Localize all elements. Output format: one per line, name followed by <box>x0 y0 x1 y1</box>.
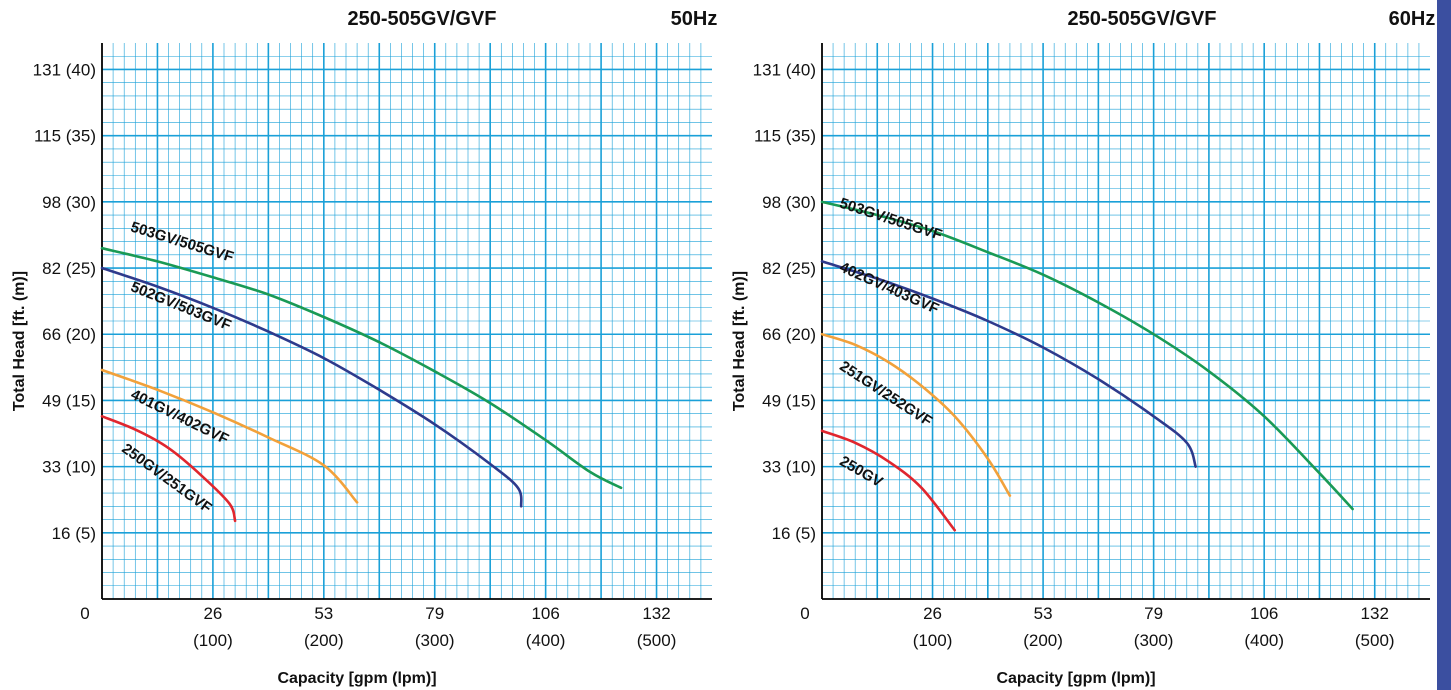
x-tick-sublabel: (100) <box>913 631 953 650</box>
x-axis-label: Capacity [gpm (lpm)] <box>996 670 1155 687</box>
x-tick-label: 53 <box>314 604 333 623</box>
series-label-250gv-251gvf: 250GV/251GVF <box>119 440 215 516</box>
y-tick-label: 33 (10) <box>762 458 816 477</box>
x-tick-label: 26 <box>923 604 942 623</box>
series-line-250gv-251gvf <box>100 415 237 523</box>
x-tick-label: 79 <box>1144 604 1163 623</box>
y-tick-label: 16 (5) <box>772 524 816 543</box>
chart-title: 250-505GV/GVF <box>348 8 497 30</box>
y-tick-label: 66 (20) <box>42 325 96 344</box>
series-line-402gv-403gvf <box>820 260 1197 468</box>
series-line-503gv-505gvf <box>820 200 1354 511</box>
series-line-502gv-503gvf <box>100 266 523 508</box>
y-tick-label: 82 (25) <box>762 259 816 278</box>
y-axis-label: Total Head [ft. (m)] <box>11 271 28 411</box>
x-tick-sublabel: (300) <box>1134 631 1174 650</box>
x-tick-sublabel: (400) <box>1244 631 1284 650</box>
x-tick-label: 53 <box>1034 604 1053 623</box>
x-tick-sublabel: (500) <box>637 631 677 650</box>
x-tick-sublabel: (100) <box>193 631 233 650</box>
x-axis-label: Capacity [gpm (lpm)] <box>277 670 436 687</box>
series-line-503gv-505gvf <box>100 246 623 490</box>
y-tick-label: 98 (30) <box>42 193 96 212</box>
grid <box>822 43 1430 599</box>
x-tick-label: 0 <box>80 604 89 623</box>
y-tick-label: 49 (15) <box>42 391 96 410</box>
edge-bar <box>1437 0 1451 690</box>
series-line-401gv-402gvf <box>100 368 359 504</box>
y-axis-label: Total Head [ft. (m)] <box>731 271 748 411</box>
y-tick-label: 131 (40) <box>33 60 96 79</box>
y-tick-label: 131 (40) <box>753 60 816 79</box>
y-tick-label: 33 (10) <box>42 458 96 477</box>
grid <box>102 43 712 599</box>
x-tick-label: 106 <box>1250 604 1278 623</box>
x-tick-label: 0 <box>800 604 809 623</box>
x-tick-label: 79 <box>425 604 444 623</box>
x-tick-label: 106 <box>531 604 559 623</box>
y-tick-label: 16 (5) <box>52 524 96 543</box>
series-line-251gv-252gvf <box>820 332 1012 497</box>
chart-panel-50hz: 250-505GV/GVF 50Hz 16 (5) 33 (10) 49 (15) 66 … <box>11 8 717 687</box>
x-tick-label: 132 <box>1361 604 1389 623</box>
y-tick-label: 115 (35) <box>754 127 816 146</box>
x-tick-label: 132 <box>642 604 670 623</box>
x-tick-sublabel: (200) <box>1023 631 1063 650</box>
series-line-250gv <box>820 429 956 532</box>
y-tick-label: 115 (35) <box>34 127 96 146</box>
y-tick-label: 49 (15) <box>762 391 816 410</box>
y-tick-label: 66 (20) <box>762 325 816 344</box>
chart-frequency: 60Hz <box>1389 8 1436 30</box>
chart-frequency: 50Hz <box>671 8 718 30</box>
x-tick-sublabel: (300) <box>415 631 455 650</box>
y-tick-label: 82 (25) <box>42 259 96 278</box>
x-tick-sublabel: (400) <box>526 631 566 650</box>
series-label-251gv-252gvf: 251GV/252GVF <box>836 358 935 430</box>
chart-panel-60hz: 250-505GV/GVF 60Hz 16 (5) 33 (10) 49 (15) 66 … <box>731 8 1435 687</box>
series-label-502gv-503gvf: 502GV/503GVF <box>128 278 233 334</box>
x-tick-sublabel: (500) <box>1355 631 1395 650</box>
y-tick-label: 98 (30) <box>762 193 816 212</box>
chart-title: 250-505GV/GVF <box>1068 8 1217 30</box>
x-tick-sublabel: (200) <box>304 631 344 650</box>
x-tick-label: 26 <box>203 604 222 623</box>
